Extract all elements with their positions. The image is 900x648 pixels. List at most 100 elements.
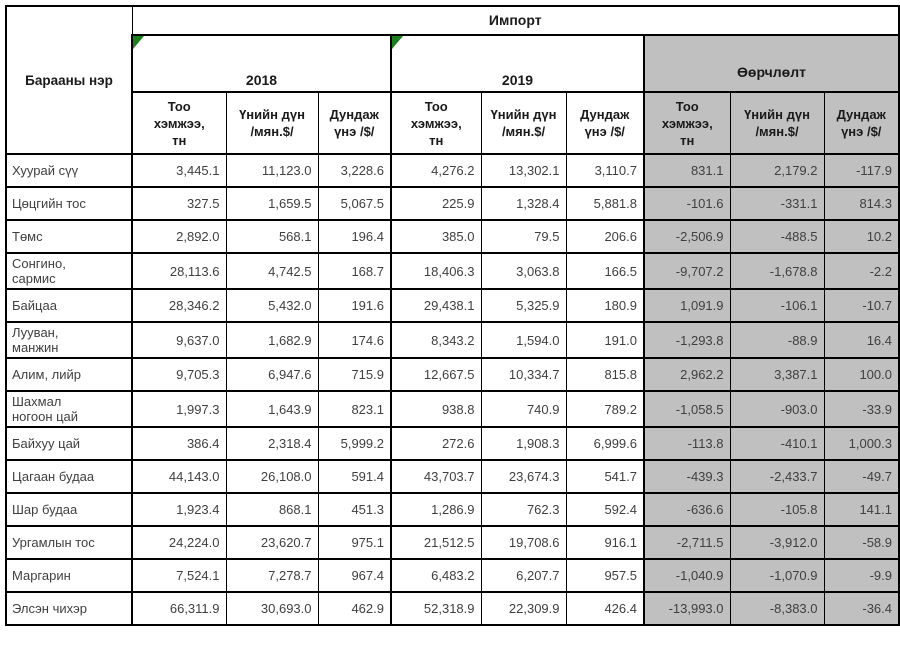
value-cell: 2,892.0 — [131, 219, 227, 254]
value-cell: 740.9 — [480, 390, 567, 428]
value-cell: 4,276.2 — [390, 153, 482, 188]
value-cell: -2,433.7 — [729, 459, 825, 494]
value-cell: 10.2 — [823, 219, 900, 254]
value-cell: 100.0 — [823, 357, 900, 392]
value-cell: 141.1 — [823, 492, 900, 527]
value-cell: 6,947.6 — [225, 357, 319, 392]
group-header-row: 2018 2019 Өөрчлөлт — [6, 34, 900, 93]
value-cell: 831.1 — [643, 153, 731, 188]
value-cell: 180.9 — [565, 288, 645, 323]
row-name-cell: Шахмал ногоон цай — [5, 390, 133, 428]
value-cell: 2,179.2 — [729, 153, 825, 188]
value-cell: 1,682.9 — [225, 321, 319, 359]
value-cell: 967.4 — [317, 558, 392, 593]
value-cell: 592.4 — [565, 492, 645, 527]
change-header: Өөрчлөлт — [643, 34, 900, 93]
value-cell: 44,143.0 — [131, 459, 227, 494]
table-row: Байхуу цай 386.4 2,318.4 5,999.2 272.6 1,908… — [5, 426, 900, 461]
value-cell: -106.1 — [729, 288, 825, 323]
value-cell: 1,643.9 — [225, 390, 319, 428]
subcolumn-header-value-2018: Үнийн дүн /мян.$/ — [225, 91, 319, 155]
value-cell: 10,334.7 — [480, 357, 567, 392]
value-cell: 6,483.2 — [390, 558, 482, 593]
value-cell: 191.0 — [565, 321, 645, 359]
value-cell: -1,678.8 — [729, 252, 825, 290]
subcolumn-header-price-change: Дундаж үнэ /$/ — [823, 91, 900, 155]
row-name-cell: Ургамлын тос — [5, 525, 133, 560]
value-cell: -88.9 — [729, 321, 825, 359]
value-cell: 28,113.6 — [131, 252, 227, 290]
subcolumn-header-qty-change: Тоо хэмжээ, тн — [643, 91, 731, 155]
value-cell: 5,999.2 — [317, 426, 392, 461]
value-cell: 7,278.7 — [225, 558, 319, 593]
value-cell: -1,070.9 — [729, 558, 825, 593]
table-row: Алим, лийр 9,705.3 6,947.6 715.9 12,667.5 10… — [5, 357, 900, 392]
value-cell: -58.9 — [823, 525, 900, 560]
value-cell: 938.8 — [390, 390, 482, 428]
value-cell: 66,311.9 — [131, 591, 227, 626]
subcolumn-header-price-2018: Дундаж үнэ /$/ — [317, 91, 392, 155]
value-cell: 2,318.4 — [225, 426, 319, 461]
row-name-cell: Лууван, манжин — [5, 321, 133, 359]
value-cell: 462.9 — [317, 591, 392, 626]
value-cell: -13,993.0 — [643, 591, 731, 626]
green-corner-marker-icon — [393, 37, 403, 49]
value-cell: 3,063.8 — [480, 252, 567, 290]
value-cell: -636.6 — [643, 492, 731, 527]
table-row: Төмс 2,892.0 568.1 196.4 385.0 79.5 206.6 -2,5… — [5, 219, 900, 254]
value-cell: -2,506.9 — [643, 219, 731, 254]
table-body: Хуурай сүү 3,445.1 11,123.0 3,228.6 4,276.2… — [5, 153, 900, 626]
value-cell: 23,620.7 — [225, 525, 319, 560]
subcolumn-header-price-2019: Дундаж үнэ /$/ — [565, 91, 645, 155]
row-name-cell: Элсэн чихэр — [5, 591, 133, 626]
value-cell: -10.7 — [823, 288, 900, 323]
value-cell: -9,707.2 — [643, 252, 731, 290]
year-2019-label: 2019 — [501, 72, 534, 88]
table-row: Шахмал ногоон цай 1,997.3 1,643.9 823.1 938… — [5, 390, 900, 428]
import-data-table: Барааны нэр Импорт 2018 2019 Өөрчлөлт То… — [5, 5, 900, 626]
value-cell: 8,343.2 — [390, 321, 482, 359]
table-row: Хуурай сүү 3,445.1 11,123.0 3,228.6 4,276.2… — [5, 153, 900, 188]
value-cell: 19,708.6 — [480, 525, 567, 560]
value-cell: 1,908.3 — [480, 426, 567, 461]
value-cell: 1,286.9 — [390, 492, 482, 527]
value-cell: 9,705.3 — [131, 357, 227, 392]
value-cell: -105.8 — [729, 492, 825, 527]
subcolumn-header-value-change: Үнийн дүн /мян.$/ — [729, 91, 825, 155]
row-header-cell: Барааны нэр — [5, 5, 133, 155]
value-cell: 426.4 — [565, 591, 645, 626]
value-cell: 206.6 — [565, 219, 645, 254]
value-cell: -9.9 — [823, 558, 900, 593]
value-cell: 1,997.3 — [131, 390, 227, 428]
table-row: Маргарин 7,524.1 7,278.7 967.4 6,483.2 6,207… — [5, 558, 900, 593]
value-cell: 5,432.0 — [225, 288, 319, 323]
value-cell: 451.3 — [317, 492, 392, 527]
row-name-cell: Цагаан будаа — [5, 459, 133, 494]
value-cell: 29,438.1 — [390, 288, 482, 323]
value-cell: 23,674.3 — [480, 459, 567, 494]
row-name-cell: Байхуу цай — [5, 426, 133, 461]
value-cell: 3,387.1 — [729, 357, 825, 392]
value-cell: -1,293.8 — [643, 321, 731, 359]
value-cell: 5,881.8 — [565, 186, 645, 221]
table-row: Сонгино, сармис 28,113.6 4,742.5 168.7 18,4… — [5, 252, 900, 290]
value-cell: 2,962.2 — [643, 357, 731, 392]
value-cell: 715.9 — [317, 357, 392, 392]
value-cell: 43,703.7 — [390, 459, 482, 494]
value-cell: -3,912.0 — [729, 525, 825, 560]
value-cell: 4,742.5 — [225, 252, 319, 290]
value-cell: 24,224.0 — [131, 525, 227, 560]
row-name-cell: Маргарин — [5, 558, 133, 593]
value-cell: -2,711.5 — [643, 525, 731, 560]
value-cell: 385.0 — [390, 219, 482, 254]
year-2019-header: 2019 — [390, 34, 645, 93]
value-cell: 9,637.0 — [131, 321, 227, 359]
value-cell: 327.5 — [131, 186, 227, 221]
subcolumn-header-row: Тоо хэмжээ, тн Үнийн дүн /мян.$/ Дундаж … — [6, 91, 900, 155]
row-name-cell: Шар будаа — [5, 492, 133, 527]
value-cell: -117.9 — [823, 153, 900, 188]
value-cell: -101.6 — [643, 186, 731, 221]
table-row: Байцаа 28,346.2 5,432.0 191.6 29,438.1 5,325… — [5, 288, 900, 323]
value-cell: 16.4 — [823, 321, 900, 359]
